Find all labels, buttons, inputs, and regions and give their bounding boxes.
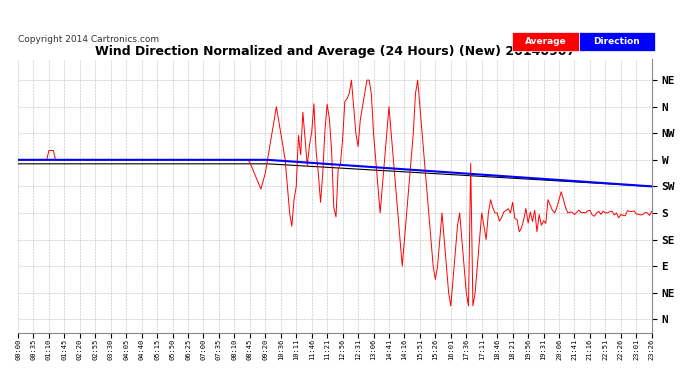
Text: Direction: Direction (593, 37, 640, 46)
Text: Copyright 2014 Cartronics.com: Copyright 2014 Cartronics.com (18, 35, 159, 44)
FancyBboxPatch shape (579, 32, 655, 51)
Title: Wind Direction Normalized and Average (24 Hours) (New) 20140907: Wind Direction Normalized and Average (2… (95, 45, 575, 58)
FancyBboxPatch shape (513, 32, 579, 51)
Text: Average: Average (525, 37, 566, 46)
